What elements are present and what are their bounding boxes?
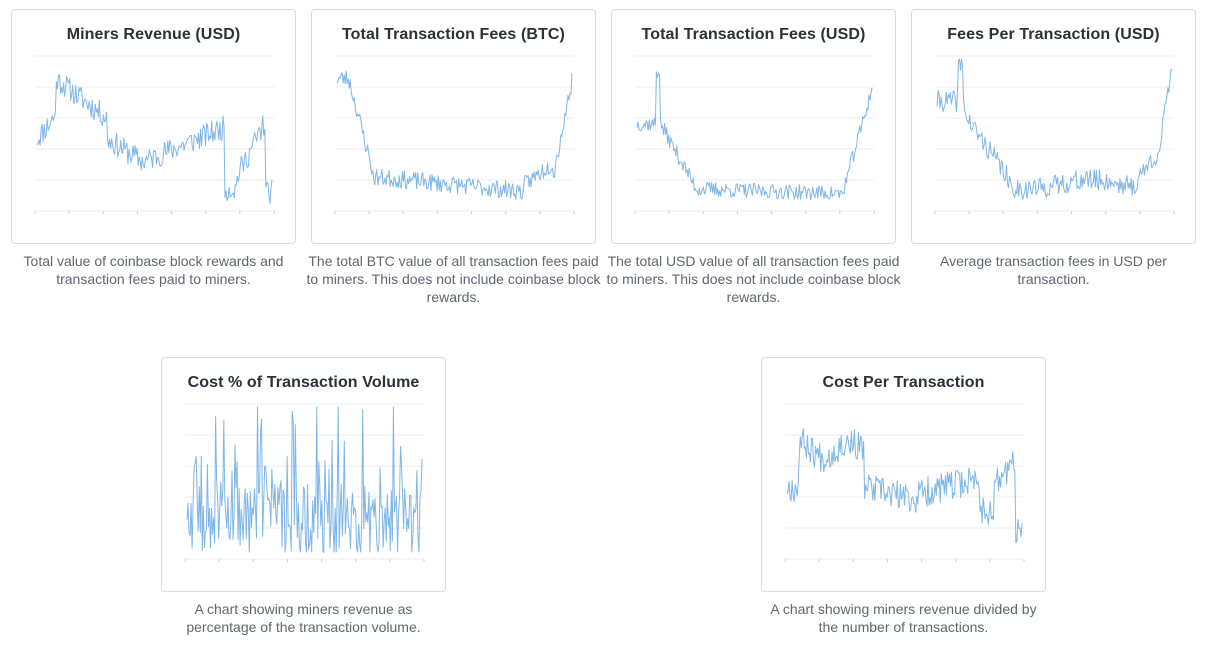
chart-svg-fees-btc [334,55,575,214]
chart-card-fees-btc[interactable]: Total Transaction Fees (BTC) [311,9,596,244]
series-line [36,74,273,204]
chart-card-miners-revenue[interactable]: Miners Revenue (USD) [11,9,296,244]
chart-description: The total BTC value of all transaction f… [306,253,601,305]
chart-title: Total Transaction Fees (BTC) [342,26,565,43]
series-line [186,406,423,553]
chart-description: Total value of coinbase block rewards an… [23,253,284,287]
chart-svg-cost-per-transaction [784,403,1025,562]
chart-description: Average transaction fees in USD per tran… [940,253,1167,287]
chart-card-fees-per-transaction[interactable]: Fees Per Transaction (USD) [911,9,1196,244]
chart-svg-miners-revenue [34,55,275,214]
chart-title: Cost % of Transaction Volume [187,374,420,391]
chart-description: The total USD value of all transaction f… [606,253,901,305]
chart-svg-cost-percent-volume [184,403,425,562]
chart-title: Fees Per Transaction (USD) [947,26,1160,43]
chart-card-cost-percent-volume[interactable]: Cost % of Transaction Volume [161,357,446,592]
series-line [936,58,1173,200]
series-line [636,71,873,201]
series-line [336,70,573,200]
chart-description: A chart showing miners revenue divided b… [770,601,1037,635]
chart-title: Miners Revenue (USD) [66,26,241,43]
chart-svg-fees-usd [634,55,875,214]
chart-description: A chart showing miners revenue as percen… [186,601,421,635]
series-line [786,428,1023,543]
chart-svg-fees-per-transaction [934,55,1175,214]
chart-card-fees-usd[interactable]: Total Transaction Fees (USD) [611,9,896,244]
chart-title: Total Transaction Fees (USD) [641,26,866,43]
chart-card-cost-per-transaction[interactable]: Cost Per Transaction [761,357,1046,592]
chart-title: Cost Per Transaction [822,374,985,391]
